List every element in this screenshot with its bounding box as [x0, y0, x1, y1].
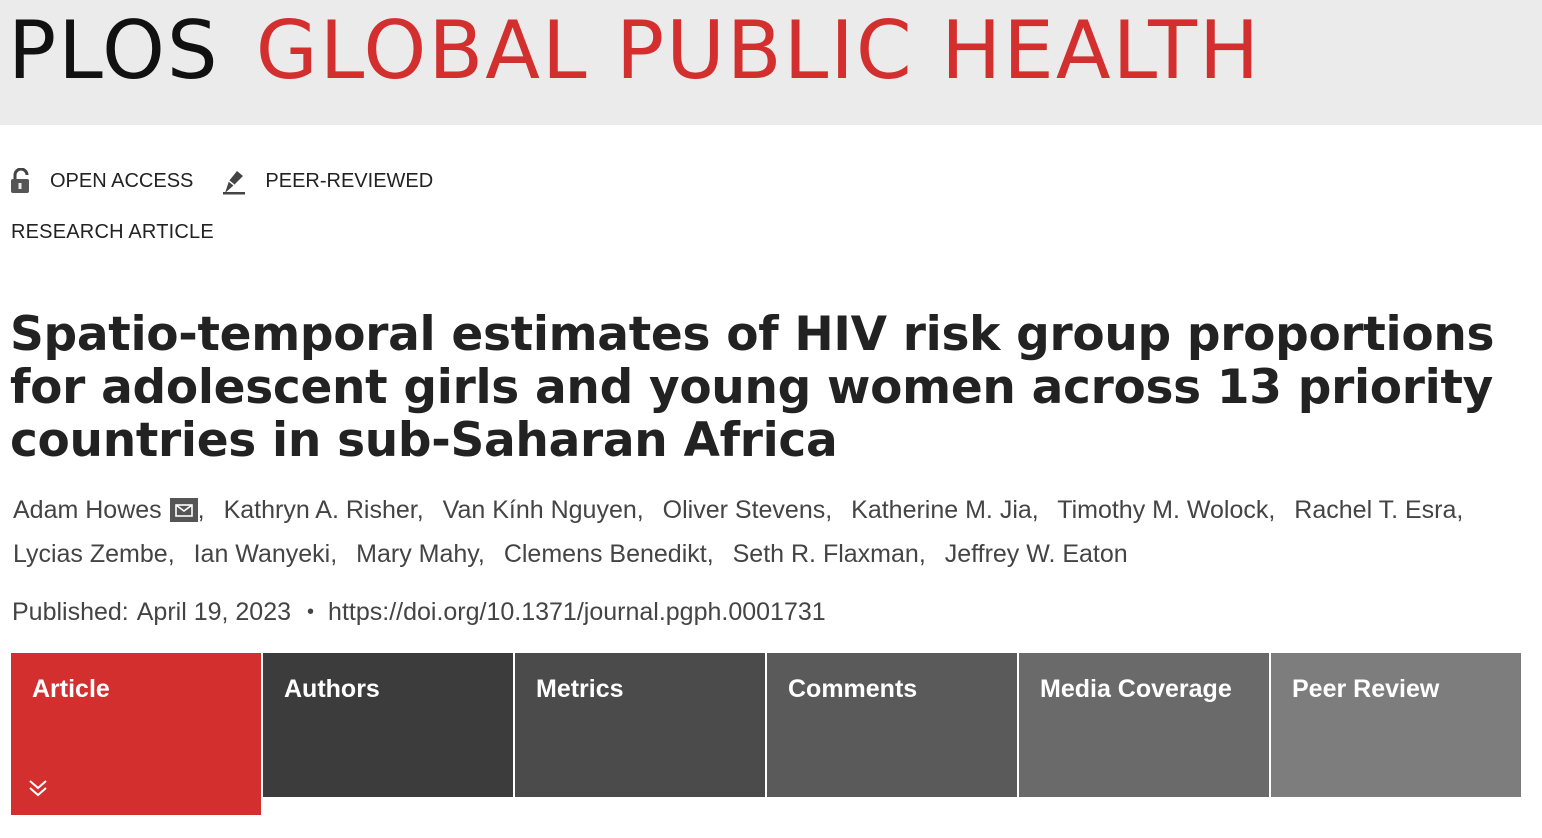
- tab-article-label: Article: [32, 675, 110, 703]
- badge-open-access: OPEN ACCESS: [10, 168, 193, 194]
- published-date: April 19, 2023: [136, 598, 292, 626]
- author-separator: ,: [197, 496, 205, 524]
- tab-peer-review-label: Peer Review: [1292, 675, 1440, 703]
- article-title: Spatio-temporal estimates of HIV risk gr…: [10, 307, 1495, 468]
- author-name[interactable]: Adam Howes: [13, 496, 162, 524]
- author-list: Adam Howes, Kathryn A. Risher, Van Kính …: [13, 488, 1533, 576]
- tab-authors-label: Authors: [284, 675, 380, 703]
- double-chevron-down-icon: [29, 780, 47, 797]
- tab-metrics-label: Metrics: [536, 675, 624, 703]
- author-separator: ,: [636, 496, 644, 524]
- doi-link[interactable]: https://doi.org/10.1371/journal.pgph.000…: [328, 598, 826, 626]
- author-separator: ,: [330, 540, 338, 568]
- tab-media-coverage-label: Media Coverage: [1040, 675, 1232, 703]
- open-lock-icon: [11, 168, 29, 193]
- tab-authors[interactable]: Authors: [263, 653, 513, 797]
- author-name[interactable]: Timothy M. Wolock: [1057, 496, 1269, 524]
- author-separator: ,: [825, 496, 833, 524]
- badge-peer-reviewed-label: PEER-REVIEWED: [265, 169, 434, 192]
- author-separator: ,: [477, 540, 485, 568]
- site-header: PLOS GLOBAL PUBLIC HEALTH: [0, 0, 1542, 125]
- author-name[interactable]: Katherine M. Jia: [851, 496, 1032, 524]
- tab-article[interactable]: Article: [11, 653, 261, 815]
- tab-metrics[interactable]: Metrics: [515, 653, 765, 797]
- publication-info: Published: April 19, 2023 • https://doi.…: [12, 598, 826, 627]
- author-name[interactable]: Clemens Benedikt: [503, 540, 707, 568]
- tab-media-coverage[interactable]: Media Coverage: [1019, 653, 1269, 797]
- author-separator: ,: [918, 540, 926, 568]
- brand-journal-name: GLOBAL PUBLIC HEALTH: [255, 4, 1262, 97]
- author-name[interactable]: Van Kính Nguyen: [442, 496, 637, 524]
- author-separator: ,: [167, 540, 175, 568]
- author-name[interactable]: Lycias Zembe: [13, 540, 168, 568]
- brand-plos: PLOS: [8, 4, 220, 97]
- journal-logo[interactable]: PLOS GLOBAL PUBLIC HEALTH: [8, 6, 1261, 96]
- author-name[interactable]: Kathryn A. Risher: [223, 496, 417, 524]
- tab-comments[interactable]: Comments: [767, 653, 1017, 797]
- pen-nib-icon: [223, 171, 246, 195]
- author-separator: ,: [416, 496, 424, 524]
- published-label: Published:: [12, 598, 129, 626]
- article-tabs: Article Authors Metrics Comments Media C…: [11, 653, 1521, 815]
- article-badges: OPEN ACCESS PEER-REVIEWED: [10, 166, 461, 196]
- tab-comments-label: Comments: [788, 675, 918, 703]
- badge-peer-reviewed: PEER-REVIEWED: [221, 167, 433, 195]
- envelope-icon[interactable]: [169, 498, 198, 522]
- author-name[interactable]: Seth R. Flaxman: [732, 540, 919, 568]
- author-name[interactable]: Oliver Stevens: [662, 496, 826, 524]
- author-separator: ,: [1031, 496, 1039, 524]
- author-separator: ,: [1268, 496, 1276, 524]
- author-separator: ,: [1456, 496, 1464, 524]
- author-separator: ,: [706, 540, 714, 568]
- author-name[interactable]: Rachel T. Esra: [1294, 496, 1457, 524]
- article-type: RESEARCH ARTICLE: [11, 221, 214, 243]
- tab-peer-review[interactable]: Peer Review: [1271, 653, 1521, 797]
- author-name[interactable]: Ian Wanyeki: [193, 540, 331, 568]
- separator-bullet: •: [307, 601, 315, 623]
- author-name[interactable]: Jeffrey W. Eaton: [944, 540, 1128, 568]
- author-name[interactable]: Mary Mahy: [356, 540, 478, 568]
- badge-open-access-label: OPEN ACCESS: [50, 169, 194, 192]
